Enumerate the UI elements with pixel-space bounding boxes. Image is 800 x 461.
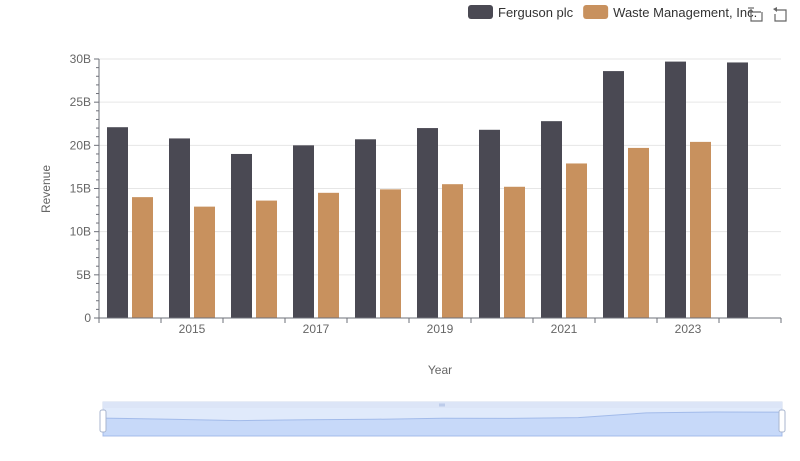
x-tick-label: 2023: [675, 322, 702, 336]
bar-ferguson-plc-2017[interactable]: [293, 145, 314, 318]
legend-item-ferguson-plc[interactable]: Ferguson plc: [468, 5, 574, 20]
bar-waste-management-inc-2020[interactable]: [504, 186, 525, 318]
bar-ferguson-plc-2024[interactable]: [727, 62, 748, 318]
bar-waste-management-inc-2022[interactable]: [628, 147, 649, 318]
y-tick-label: 25B: [70, 95, 91, 109]
bar-ferguson-plc-2021[interactable]: [541, 121, 562, 318]
bar-ferguson-plc-2018[interactable]: [355, 139, 376, 318]
data-zoom-preview: [102, 411, 783, 437]
x-tick-label: 2015: [179, 322, 206, 336]
data-zoom-slider[interactable]: [99, 401, 786, 437]
data-zoom-handle-right[interactable]: [778, 409, 786, 433]
bar-waste-management-inc-2015[interactable]: [194, 206, 215, 318]
y-axis-title: Revenue: [39, 165, 53, 213]
restore-arrow-icon[interactable]: [771, 5, 789, 23]
bar-waste-management-inc-2023[interactable]: [690, 141, 711, 318]
x-tick-label: 2017: [303, 322, 330, 336]
data-zoom-handle-left[interactable]: [99, 409, 107, 433]
bar-area: [107, 61, 748, 319]
toolbox: [746, 5, 789, 23]
bar-ferguson-plc-2022[interactable]: [603, 71, 624, 318]
bar-waste-management-inc-2016[interactable]: [256, 200, 277, 318]
bar-waste-management-inc-2019[interactable]: [442, 184, 463, 318]
x-axis-title: Year: [428, 363, 452, 377]
data-zoom-move-bar[interactable]: [103, 402, 782, 408]
bar-ferguson-plc-2016[interactable]: [231, 153, 252, 318]
legend-item-waste-management-inc[interactable]: Waste Management, Inc.: [583, 5, 757, 20]
legend-swatch: [583, 5, 609, 19]
legend-label: Ferguson plc: [498, 5, 574, 20]
bar-ferguson-plc-2020[interactable]: [479, 129, 500, 318]
bar-waste-management-inc-2014[interactable]: [132, 197, 153, 318]
bar-waste-management-inc-2018[interactable]: [380, 189, 401, 318]
legend-label: Waste Management, Inc.: [613, 5, 757, 20]
x-tick-label: 2019: [427, 322, 454, 336]
y-tick-label: 20B: [70, 138, 91, 152]
y-tick-label: 0: [84, 311, 91, 325]
data-zoom-grip-icon: [439, 403, 445, 407]
y-tick-label: 15B: [70, 182, 91, 196]
y-tick-label: 10B: [70, 225, 91, 239]
y-tick-label: 5B: [76, 268, 91, 282]
bar-waste-management-inc-2021[interactable]: [566, 163, 587, 318]
bar-ferguson-plc-2023[interactable]: [665, 61, 686, 319]
bar-waste-management-inc-2017[interactable]: [318, 192, 339, 318]
zoom-box-icon[interactable]: [746, 5, 764, 23]
x-tick-label: 2021: [551, 322, 578, 336]
bar-ferguson-plc-2015[interactable]: [169, 138, 190, 318]
bar-ferguson-plc-2019[interactable]: [417, 128, 438, 318]
axes: 0 5B 10B 15B 20B 25B 30B 2015 2017 2019 2021 2023 Ye…: [39, 52, 782, 377]
bar-ferguson-plc-2014[interactable]: [107, 127, 128, 318]
legend-swatch: [468, 5, 493, 19]
y-tick-label: 30B: [70, 52, 91, 66]
legend: Ferguson plc Waste Management, Inc.: [468, 5, 757, 20]
